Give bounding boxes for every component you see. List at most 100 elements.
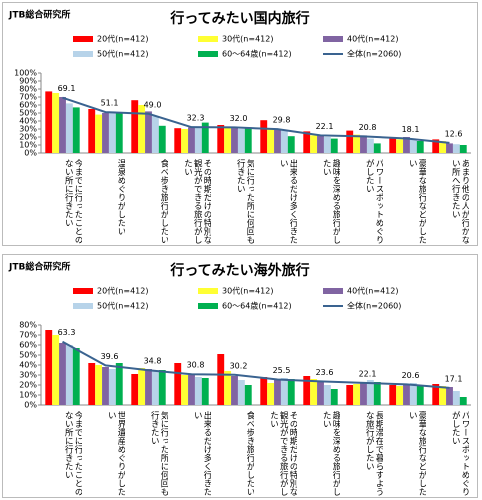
- legend-label: 全体(n=2060): [347, 301, 401, 311]
- x-tick-label: 長期滞在で暮らすような旅行がしたい: [364, 411, 383, 496]
- data-label: 69.1: [58, 84, 76, 93]
- data-label: 30.2: [230, 361, 248, 370]
- bar: [224, 371, 232, 405]
- y-tick-label: 90%: [19, 77, 37, 86]
- bar: [274, 129, 281, 153]
- bar: [59, 97, 66, 153]
- bar: [439, 386, 447, 405]
- legend-label: 20代(n=412): [97, 34, 148, 44]
- y-tick-label: 10%: [19, 141, 37, 150]
- bar: [158, 125, 166, 153]
- bar: [201, 122, 209, 153]
- x-tick-label: 気に行った所に何回も行きたい: [149, 411, 168, 496]
- legend-label: 40代(n=412): [347, 34, 398, 44]
- y-tick-label: 70%: [19, 331, 37, 340]
- bar: [280, 378, 288, 405]
- bar: [389, 385, 397, 405]
- bar: [188, 375, 195, 405]
- bar: [244, 127, 252, 153]
- bar: [65, 345, 73, 405]
- y-tick-label: 100%: [14, 69, 37, 78]
- x-tick-label: あまり他の人が行かない所へ行きたい: [450, 159, 469, 244]
- bar: [323, 385, 331, 405]
- legend-swatch: [198, 288, 218, 294]
- bar: [138, 105, 146, 153]
- bar: [158, 370, 166, 405]
- bar: [432, 384, 440, 405]
- legend-swatch: [73, 51, 93, 57]
- y-tick-label: 80%: [19, 85, 37, 94]
- bar: [310, 379, 318, 405]
- bar: [237, 129, 245, 153]
- line: [62, 340, 450, 389]
- bar: [224, 127, 232, 153]
- bar: [72, 348, 80, 405]
- x-tick-label: 気に行った所に何回も行きたい: [235, 159, 254, 244]
- bar: [409, 139, 417, 153]
- bar: [317, 382, 324, 405]
- x-tick-label: 豪華な旅行などがしたい: [407, 411, 426, 496]
- x-tick-label: 豪華な旅行などがしたい: [407, 159, 426, 244]
- y-tick-label: 0%: [24, 401, 37, 410]
- bar: [317, 135, 324, 153]
- y-tick-label: 40%: [19, 117, 37, 126]
- legend-label: 30代(n=412): [222, 286, 273, 296]
- y-tick-label: 60%: [19, 341, 37, 350]
- bar: [373, 143, 381, 153]
- line: [62, 96, 450, 144]
- bar: [151, 116, 159, 153]
- bar: [108, 111, 116, 153]
- bar: [323, 137, 331, 153]
- bar: [151, 371, 159, 405]
- bar: [452, 144, 460, 153]
- x-tick-label: 出来るだけ多く行きたい: [192, 411, 211, 496]
- legend-label: 20代(n=412): [97, 286, 148, 296]
- y-tick-label: 50%: [19, 109, 37, 118]
- data-label: 51.1: [101, 99, 119, 108]
- bar: [237, 380, 245, 405]
- data-label: 20.8: [359, 123, 377, 132]
- bar: [108, 369, 116, 405]
- bar: [45, 330, 53, 405]
- legend-swatch: [73, 36, 93, 42]
- bar: [95, 365, 103, 405]
- legend-swatch: [323, 36, 343, 42]
- bar: [88, 109, 96, 153]
- y-tick-label: 50%: [19, 351, 37, 360]
- y-tick-label: 30%: [19, 125, 37, 134]
- x-tick-label: 出来るだけ多く行きたい: [278, 159, 297, 244]
- source: JTB総合研究所: [8, 9, 70, 21]
- bar: [346, 130, 354, 153]
- bar: [102, 113, 109, 153]
- source: JTB総合研究所: [8, 261, 70, 273]
- chart-title: 行ってみたい海外旅行: [169, 262, 309, 279]
- bar: [452, 391, 460, 405]
- bar: [303, 131, 311, 153]
- chart-panel: JTB総合研究所 行ってみたい海外旅行 20代(n=412) 30代(n=412) 40…: [2, 254, 478, 498]
- y-tick-label: 20%: [19, 133, 37, 142]
- data-label: 34.8: [144, 357, 162, 366]
- data-label: 29.8: [273, 116, 291, 125]
- data-label: 20.6: [402, 371, 420, 380]
- data-label: 17.1: [445, 374, 463, 383]
- data-label: 25.5: [273, 366, 291, 375]
- x-tick-label: 趣味を深める旅行がしたい: [321, 411, 340, 496]
- bar: [416, 141, 424, 153]
- legend-label: 60～64歳(n=412): [222, 301, 292, 311]
- bar: [188, 127, 195, 153]
- bar: [403, 384, 410, 405]
- y-tick-label: 30%: [19, 371, 37, 380]
- bar: [396, 139, 404, 153]
- bar: [181, 129, 189, 153]
- bar: [330, 389, 338, 405]
- bar: [403, 137, 410, 153]
- y-tick-label: 10%: [19, 391, 37, 400]
- x-tick-label: その時期だけの特別な観光ができる旅行がしたい: [182, 159, 211, 244]
- bar: [373, 382, 381, 405]
- bar: [287, 136, 295, 153]
- bar: [267, 383, 275, 405]
- bar: [174, 363, 182, 405]
- x-tick-label: その時期だけの特別な観光ができる旅行がしたい: [268, 411, 297, 496]
- legend-label: 全体(n=2060): [347, 49, 401, 59]
